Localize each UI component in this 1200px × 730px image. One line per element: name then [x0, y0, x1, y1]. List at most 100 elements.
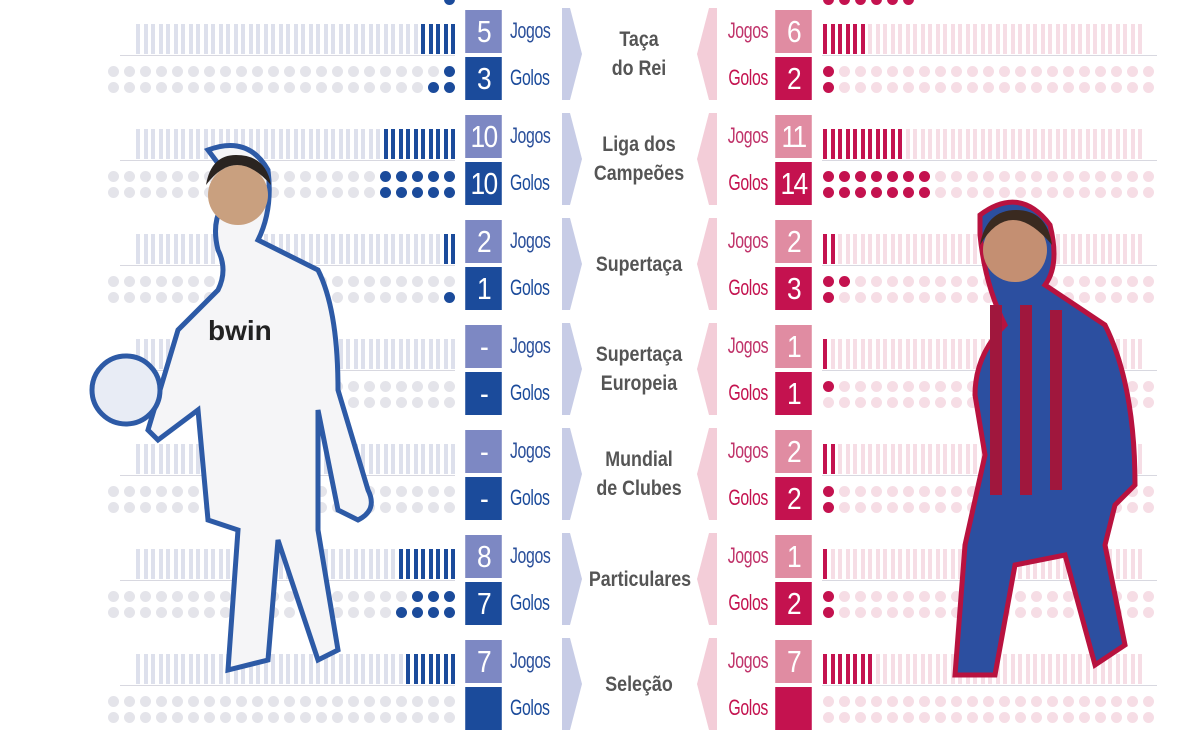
games-stripe-empty	[905, 24, 910, 54]
games-stripe-empty	[890, 339, 895, 369]
games-stripe-empty	[838, 444, 842, 474]
games-stripe-filled	[890, 129, 895, 159]
goal-dot-empty	[1063, 66, 1074, 77]
goal-dot-empty	[156, 66, 167, 77]
goal-dot-filled	[823, 187, 834, 198]
goal-dot-empty	[348, 607, 359, 618]
goal-dot-empty	[903, 276, 914, 287]
goal-dot-empty	[332, 591, 343, 602]
goal-dot-empty	[380, 607, 391, 618]
goal-dot-empty	[412, 486, 423, 497]
games-stripe-empty	[1115, 129, 1120, 159]
goal-dot-empty	[919, 486, 930, 497]
row-divider	[120, 55, 455, 56]
goal-dot-filled	[887, 0, 898, 5]
goal-dot-empty	[983, 696, 994, 707]
games-stripe-empty	[1010, 654, 1015, 684]
goal-dot-empty	[935, 607, 946, 618]
competition-name: Taça do Rei	[589, 25, 689, 83]
goal-dot-filled	[855, 0, 866, 5]
games-stripe-empty	[875, 234, 880, 264]
games-stripe-empty	[241, 654, 245, 684]
goal-dot-empty	[935, 591, 946, 602]
games-stripe-empty	[973, 339, 977, 369]
games-stripe-filled	[398, 549, 403, 579]
goal-dot-empty	[1031, 696, 1042, 707]
goal-dot-empty	[444, 502, 455, 513]
goal-dot-empty	[1047, 66, 1058, 77]
games-stripe-empty	[1123, 549, 1127, 579]
games-stripe-empty	[203, 654, 208, 684]
games-stripe-empty	[838, 234, 842, 264]
goal-dot-empty	[380, 397, 391, 408]
goal-dot-empty	[108, 712, 119, 723]
games-stripe-empty	[368, 549, 373, 579]
goal-dot-empty	[396, 397, 407, 408]
goal-dot-empty	[300, 82, 311, 93]
goal-dot-empty	[967, 486, 978, 497]
goal-dot-empty	[332, 171, 343, 182]
games-stripe-empty	[1010, 129, 1015, 159]
competition-name: Liga dos Campeões	[589, 130, 689, 188]
games-stripe-empty	[398, 339, 403, 369]
goal-dot-empty	[871, 591, 882, 602]
games-stripe-empty	[151, 24, 155, 54]
goal-dot-empty	[967, 171, 978, 182]
games-stripe-empty	[248, 654, 253, 684]
goal-dot-empty	[1127, 607, 1138, 618]
games-stripe-empty	[1115, 24, 1120, 54]
games-stripe-empty	[383, 24, 388, 54]
row-divider	[120, 160, 455, 161]
left-arrow-icon	[562, 638, 582, 730]
games-stripe-empty	[188, 129, 193, 159]
games-stripe-filled	[443, 24, 448, 54]
goal-dot-empty	[300, 66, 311, 77]
right-games-value: 1	[775, 325, 812, 368]
games-stripe-empty	[1138, 444, 1142, 474]
goal-dot-empty	[1143, 591, 1154, 602]
games-stripe-empty	[301, 24, 305, 54]
goal-dot-empty	[396, 292, 407, 303]
goal-dot-empty	[1095, 187, 1106, 198]
goal-dot-empty	[444, 276, 455, 287]
games-stripe-empty	[226, 549, 230, 579]
goal-dot-empty	[919, 607, 930, 618]
goal-dot-filled	[444, 66, 455, 77]
games-stripe-empty	[143, 129, 148, 159]
games-stripe-empty	[391, 234, 395, 264]
goal-dot-filled	[428, 171, 439, 182]
goal-dot-empty	[444, 381, 455, 392]
goal-dot-empty	[935, 82, 946, 93]
games-stripe-empty	[965, 234, 970, 264]
goal-dot-empty	[967, 381, 978, 392]
goal-dot-empty	[1047, 607, 1058, 618]
goal-dot-empty	[839, 607, 850, 618]
goal-dot-empty	[412, 502, 423, 513]
games-stripe-empty	[188, 444, 193, 474]
goal-dot-filled	[412, 607, 423, 618]
goal-dot-empty	[332, 696, 343, 707]
goal-dot-empty	[204, 66, 215, 77]
left-games-label: Jogos	[510, 648, 551, 673]
games-stripe-empty	[166, 549, 170, 579]
goal-dot-empty	[124, 292, 135, 303]
games-stripe-filled	[875, 129, 880, 159]
games-stripe-empty	[136, 234, 140, 264]
goal-dot-empty	[188, 187, 199, 198]
goal-dot-empty	[1143, 187, 1154, 198]
games-stripe-empty	[958, 549, 962, 579]
right-arrow-icon	[697, 113, 717, 205]
games-stripe-empty	[346, 234, 350, 264]
goal-dot-empty	[839, 696, 850, 707]
goal-dot-empty	[412, 276, 423, 287]
competition-name-line: Particulares	[588, 567, 692, 591]
goal-dot-empty	[316, 486, 327, 497]
games-stripe-empty	[316, 654, 320, 684]
games-stripe-empty	[913, 654, 917, 684]
games-stripe-empty	[1130, 549, 1135, 579]
games-stripe-empty	[890, 549, 895, 579]
goal-dot-empty	[332, 276, 343, 287]
games-stripe-empty	[1040, 24, 1045, 54]
goal-dot-empty	[396, 82, 407, 93]
games-stripe-empty	[233, 24, 238, 54]
